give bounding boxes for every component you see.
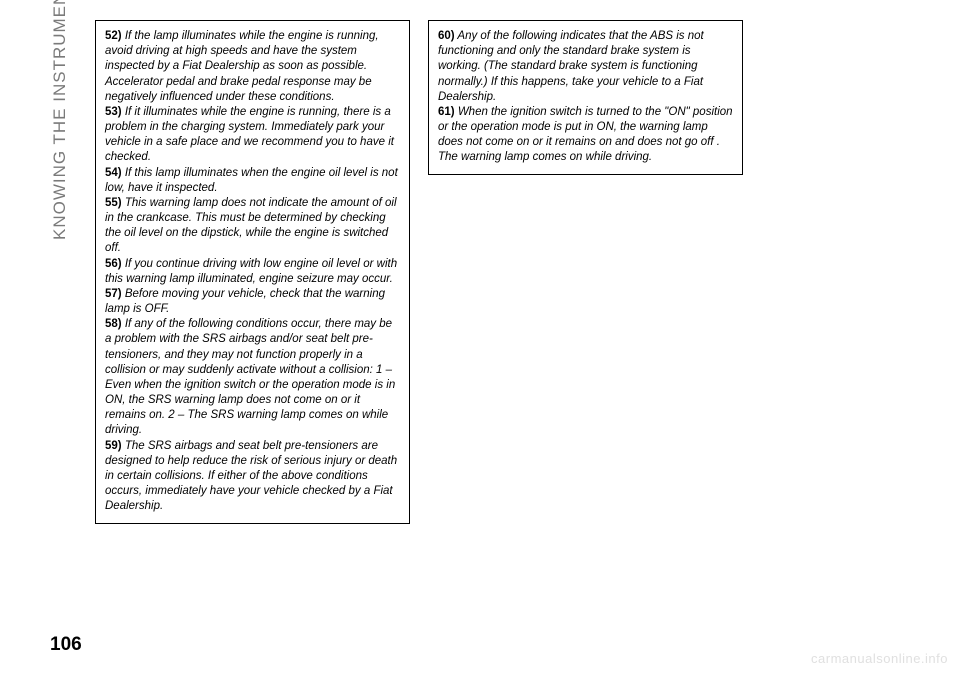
section-title: KNOWING THE INSTRUMENT PANEL: [50, 0, 70, 240]
warning-item: 55) This warning lamp does not indicate …: [105, 196, 400, 257]
content-area: 52) If the lamp illuminates while the en…: [95, 20, 940, 524]
warning-item: 58) If any of the following conditions o…: [105, 317, 400, 438]
warning-text: When the ignition switch is turned to th…: [438, 106, 733, 164]
warning-item: 56) If you continue driving with low eng…: [105, 257, 400, 287]
warning-text: Any of the following indicates that the …: [438, 30, 704, 103]
warning-text: This warning lamp does not indicate the …: [105, 197, 397, 255]
page-number: 106: [50, 634, 82, 656]
warning-number: 61): [438, 106, 455, 118]
warning-box-2: 60) Any of the following indicates that …: [428, 20, 743, 175]
warning-text: If any of the following conditions occur…: [105, 318, 395, 436]
warning-item: 53) If it illuminates while the engine i…: [105, 105, 400, 166]
warning-number: 53): [105, 106, 122, 118]
warning-box-1: 52) If the lamp illuminates while the en…: [95, 20, 410, 524]
watermark: carmanualsonline.info: [811, 651, 948, 666]
warning-number: 59): [105, 440, 122, 452]
warning-text: If it illuminates while the engine is ru…: [105, 106, 394, 164]
warning-number: 58): [105, 318, 122, 330]
warning-item: 59) The SRS airbags and seat belt pre-te…: [105, 439, 400, 515]
warning-number: 57): [105, 288, 122, 300]
warning-number: 52): [105, 30, 122, 42]
warning-number: 60): [438, 30, 455, 42]
warning-item: 57) Before moving your vehicle, check th…: [105, 287, 400, 317]
warning-item: 54) If this lamp illuminates when the en…: [105, 166, 400, 196]
warning-number: 55): [105, 197, 122, 209]
warning-item: 60) Any of the following indicates that …: [438, 29, 733, 105]
warning-number: 54): [105, 167, 122, 179]
warning-item: 61) When the ignition switch is turned t…: [438, 105, 733, 166]
warning-number: 56): [105, 258, 122, 270]
warning-text: If the lamp illuminates while the engine…: [105, 30, 379, 103]
page: KNOWING THE INSTRUMENT PANEL 106 52) If …: [0, 0, 960, 678]
warning-item: 52) If the lamp illuminates while the en…: [105, 29, 400, 105]
warning-text: Before moving your vehicle, check that t…: [105, 288, 385, 315]
warning-text: If this lamp illuminates when the engine…: [105, 167, 398, 194]
warning-text: The SRS airbags and seat belt pre-tensio…: [105, 440, 397, 513]
warning-text: If you continue driving with low engine …: [105, 258, 397, 285]
